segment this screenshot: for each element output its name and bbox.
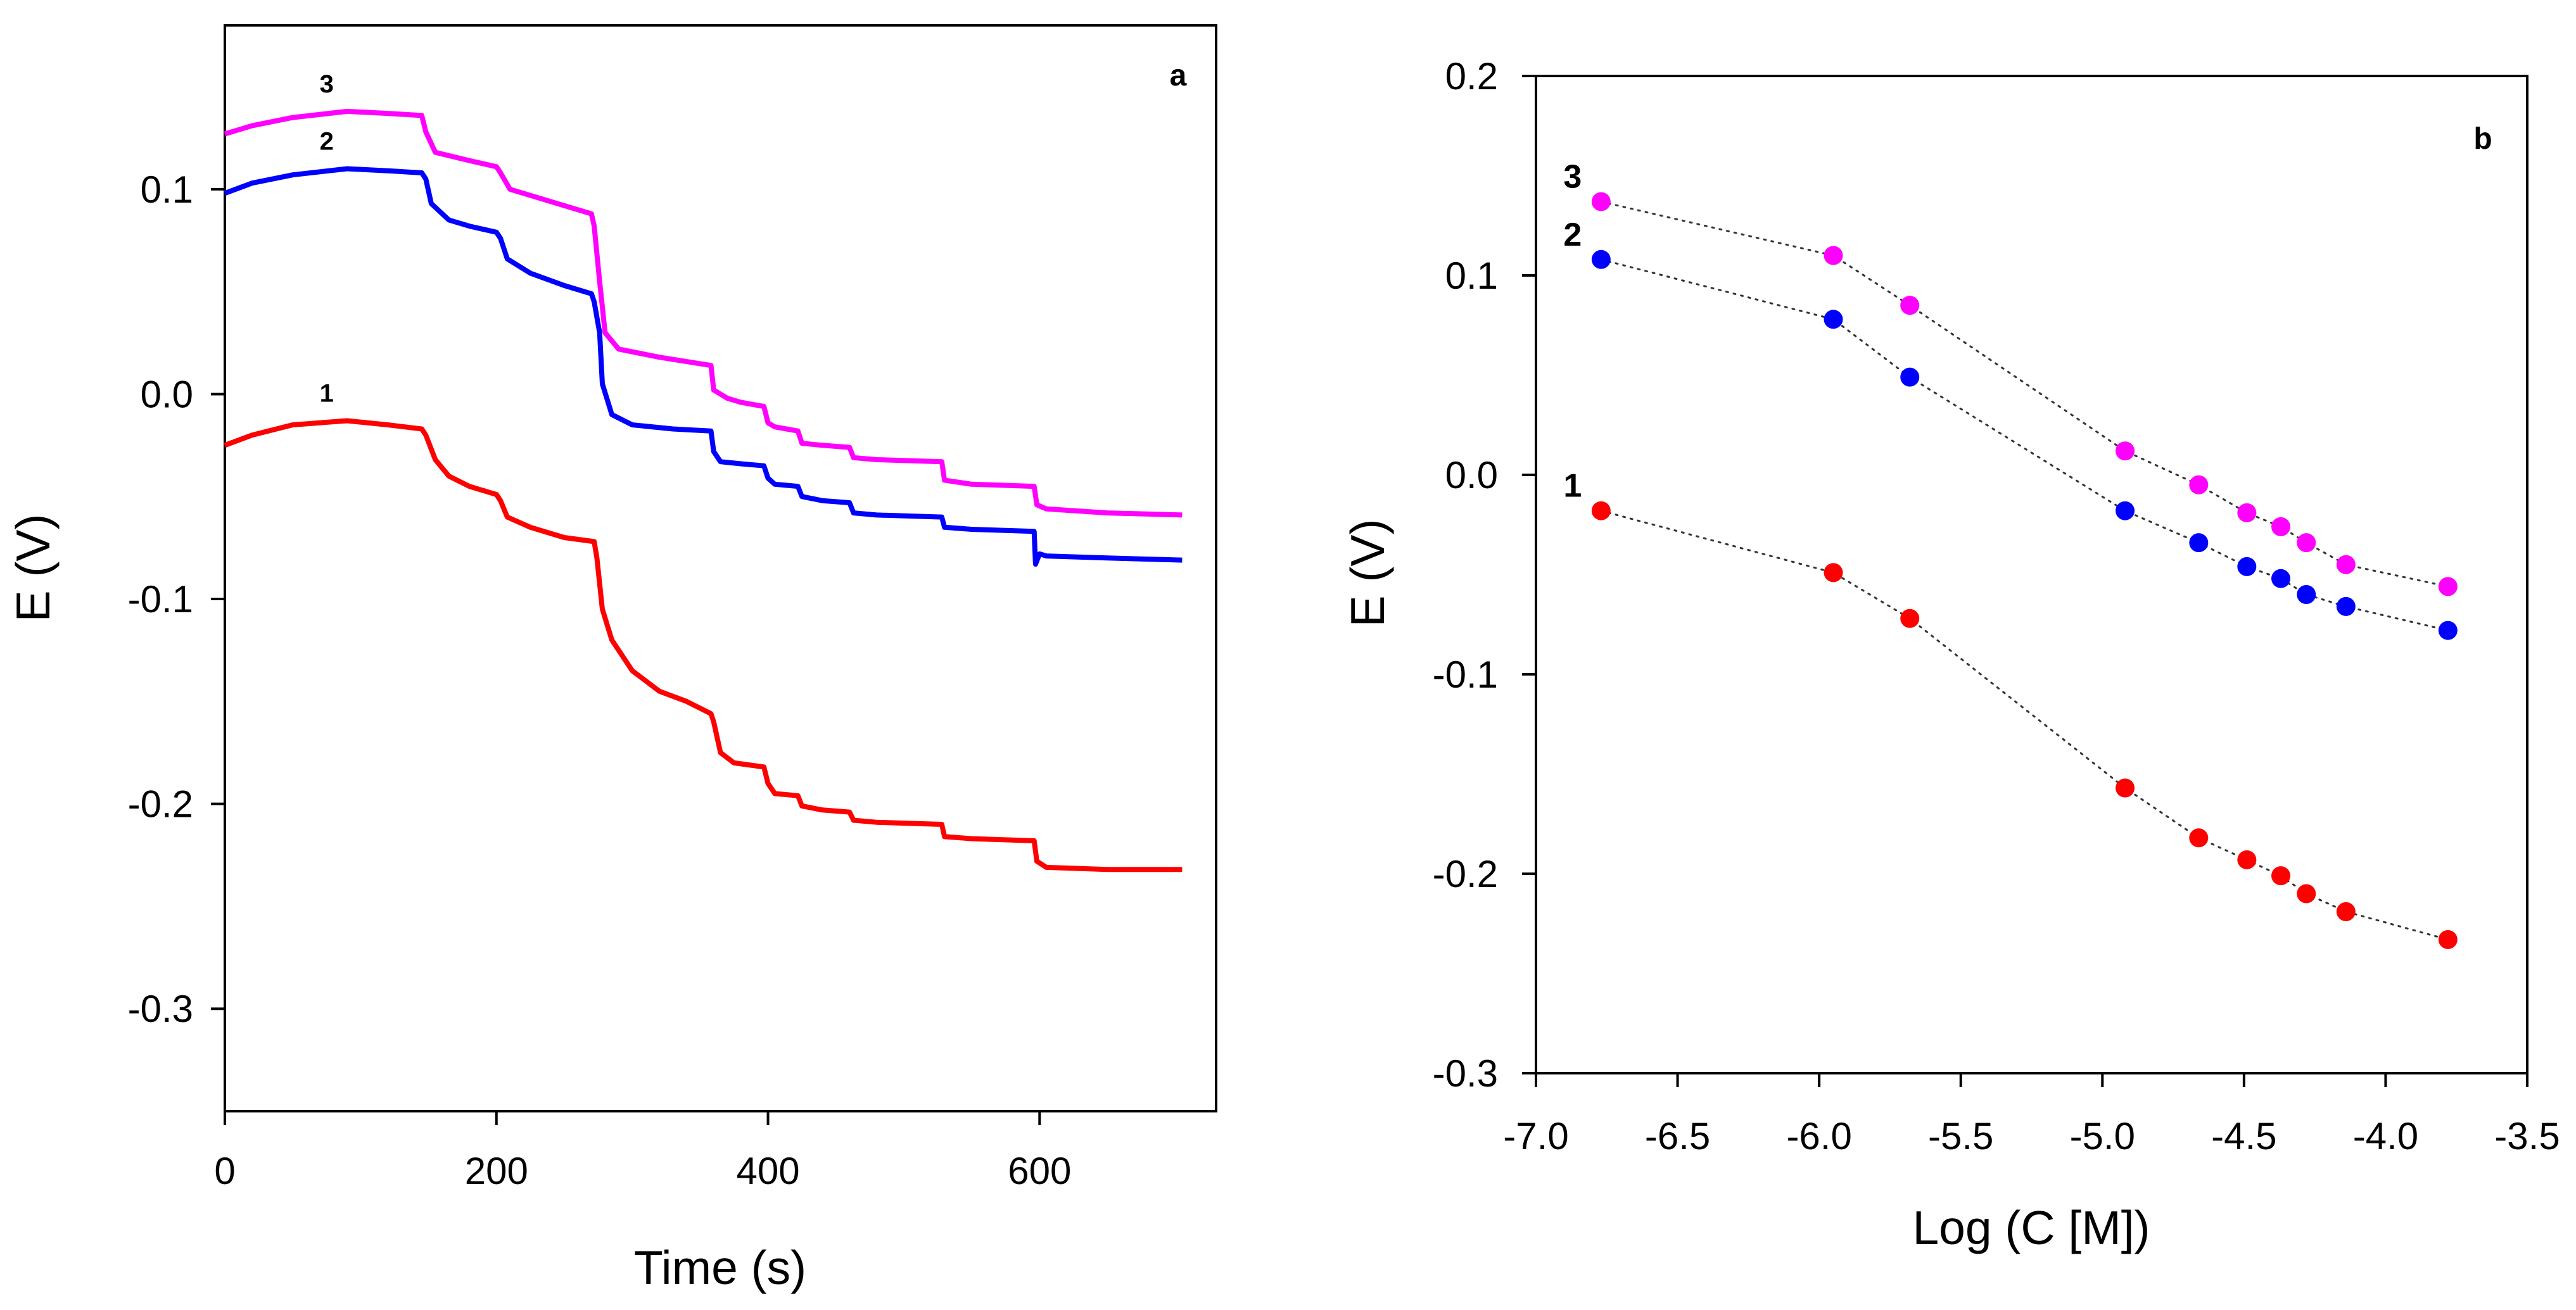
panel-b-y-tick-label: -0.1 <box>1433 653 1498 696</box>
panel-b-letter: b <box>2473 122 2492 156</box>
panel-b-series-line-2 <box>1600 258 2449 632</box>
panel-b-x-tick-label: -3.5 <box>2494 1115 2560 1157</box>
panel-b-y-tick-label: 0.2 <box>1445 55 1498 98</box>
panel-b-y-tick-label: 0.1 <box>1445 255 1498 297</box>
panel-b-series-label-3: 3 <box>1563 158 1582 195</box>
panel-b-x-tick-label: -4.0 <box>2353 1115 2418 1157</box>
panel-b-data-point-2 <box>2237 557 2257 576</box>
panel-a-series-line-3 <box>224 108 1183 518</box>
panel-b-data-point-1 <box>2116 778 2135 798</box>
panel-b-data-point-2 <box>2189 533 2209 553</box>
panel-a-x-axis-title: Time (s) <box>634 1241 806 1294</box>
panel-b-x-tick-label: -6.0 <box>1786 1115 1851 1157</box>
panel-b-data-point-1 <box>2189 828 2209 848</box>
panel-a-y-tick-label: 0.1 <box>141 168 193 211</box>
panel-b: -7.0 -6.5 -6.0 -5.5 -5.0 -4.5 -4.0 -3.5 0.20.10… <box>1341 55 2560 1254</box>
panel-a-y-tick-label: 0.0 <box>141 373 193 415</box>
panel-b-data-point-2 <box>2297 585 2316 604</box>
panel-a-series-label-3: 3 <box>320 70 334 98</box>
panel-b-x-ticks: -7.0 -6.5 -6.0 -5.5 -5.0 -4.5 -4.0 -3.5 <box>1503 1073 2560 1157</box>
panel-b-series: 1 2 3 <box>1563 158 2458 949</box>
panel-b-y-ticks: 0.2 0.1 0.0 -0.1 -0.2 -0.3 <box>1433 55 1536 1095</box>
panel-b-data-point-3 <box>1591 192 1611 211</box>
panel-a-series-label-1: 1 <box>320 380 334 408</box>
panel-b-data-point-3 <box>1824 246 1843 265</box>
panel-b-plot-frame <box>1535 75 2528 1074</box>
panel-b-data-point-2 <box>1824 310 1843 329</box>
panel-a-y-axis-title: E (V) <box>6 514 60 622</box>
panel-a-y-ticks: 0.1 0.0 -0.1 -0.2 -0.3 <box>128 168 225 1030</box>
panel-b-data-point-1 <box>2336 902 2356 921</box>
panel-b-data-point-2 <box>2438 620 2458 640</box>
panel-b-series-line-1 <box>1600 510 2449 941</box>
panel-b-data-point-3 <box>2438 577 2458 596</box>
panel-b-x-tick-label: -5.0 <box>2070 1115 2135 1157</box>
panel-b-x-tick-label: -4.5 <box>2211 1115 2276 1157</box>
panel-b-data-point-3 <box>2336 555 2356 574</box>
panel-b-x-axis-title: Log (C [M]) <box>1912 1201 2150 1254</box>
panel-b-data-point-3 <box>2116 441 2135 461</box>
panel-b-data-point-1 <box>2438 929 2458 949</box>
panel-b-data-point-1 <box>2271 866 2290 886</box>
panel-a-y-tick-label: -0.2 <box>128 783 193 826</box>
panel-a-x-tick-label: 400 <box>736 1150 799 1192</box>
panel-a-x-tick-label: 0 <box>214 1150 235 1192</box>
panel-a-series-label-2: 2 <box>320 128 334 156</box>
panel-a-series: 1 2 3 <box>224 70 1183 872</box>
panel-b-data-point-3 <box>2271 517 2290 536</box>
panel-a-x-ticks: 0 200 400 600 <box>214 1111 1071 1192</box>
panel-b-series-line-3 <box>1600 201 2449 588</box>
panel-a-series-line-2 <box>224 166 1183 567</box>
panel-b-x-tick-label: -7.0 <box>1503 1115 1568 1157</box>
panel-b-data-point-2 <box>1591 249 1611 269</box>
panel-a-y-tick-label: -0.1 <box>128 578 193 620</box>
panel-b-data-point-3 <box>2297 533 2316 553</box>
panel-b-data-point-1 <box>2237 850 2257 869</box>
panel-b-x-tick-label: -6.5 <box>1645 1115 1710 1157</box>
panel-b-y-tick-label: -0.3 <box>1433 1052 1498 1095</box>
panel-b-data-point-3 <box>1900 296 1920 315</box>
panel-a-x-tick-label: 200 <box>465 1150 528 1192</box>
panel-b-data-point-2 <box>2116 501 2135 520</box>
panel-a-x-tick-label: 600 <box>1008 1150 1071 1192</box>
panel-b-data-point-2 <box>1900 367 1920 387</box>
panel-b-y-tick-label: -0.2 <box>1433 853 1498 895</box>
panel-b-data-point-1 <box>1900 608 1920 628</box>
panel-b-series-label-2: 2 <box>1563 217 1582 253</box>
panel-b-data-point-3 <box>2237 503 2257 522</box>
panel-b-data-point-1 <box>2297 884 2316 904</box>
panel-b-series-label-1: 1 <box>1563 468 1582 505</box>
panel-a-plot-frame <box>224 24 1217 1112</box>
panel-b-data-point-2 <box>2336 596 2356 616</box>
panel-b-data-point-3 <box>2189 475 2209 494</box>
panel-b-y-axis-title: E (V) <box>1341 519 1394 627</box>
panel-b-y-tick-label: 0.0 <box>1445 454 1498 496</box>
panel-b-x-tick-label: -5.5 <box>1928 1115 1993 1157</box>
panel-a-letter: a <box>1170 59 1187 92</box>
panel-a-y-tick-label: -0.3 <box>128 988 193 1030</box>
panel-a-series-line-1 <box>224 418 1183 872</box>
panel-b-data-point-1 <box>1591 501 1611 520</box>
panel-b-data-point-1 <box>1824 563 1843 583</box>
panel-a: 0 200 400 600 0.1 0.0 -0.1 -0.2 -0.3 1 2 3 a Time… <box>6 24 1217 1294</box>
panel-b-data-point-2 <box>2271 569 2290 588</box>
